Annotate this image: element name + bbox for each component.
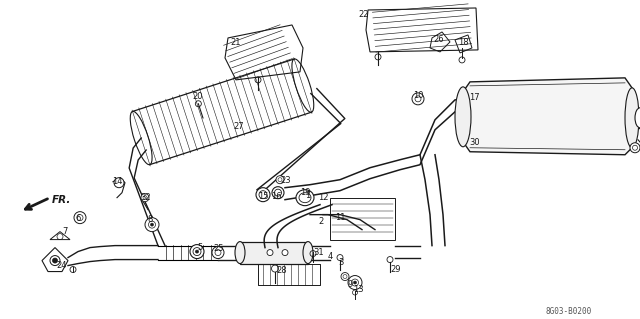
Text: 17: 17 (469, 93, 479, 102)
Circle shape (195, 250, 198, 253)
Text: 21: 21 (230, 38, 241, 48)
Text: 14: 14 (112, 177, 122, 186)
Text: 7: 7 (62, 227, 67, 236)
Ellipse shape (303, 241, 313, 263)
Text: 31: 31 (313, 248, 324, 257)
Circle shape (348, 276, 362, 290)
Text: 13: 13 (353, 285, 364, 294)
Circle shape (282, 249, 288, 256)
Text: 32: 32 (140, 193, 150, 202)
Text: 12: 12 (318, 193, 328, 202)
Ellipse shape (235, 241, 245, 263)
Circle shape (77, 215, 83, 221)
Text: 30: 30 (469, 138, 479, 147)
Circle shape (150, 223, 154, 226)
Bar (240, 241, 308, 263)
Circle shape (353, 281, 356, 284)
Ellipse shape (272, 187, 284, 199)
Text: 6: 6 (75, 214, 81, 223)
Circle shape (74, 211, 86, 224)
Circle shape (212, 247, 224, 259)
Circle shape (52, 258, 58, 263)
Circle shape (141, 194, 149, 202)
Circle shape (114, 178, 124, 188)
Text: 24: 24 (56, 261, 67, 270)
Circle shape (351, 279, 358, 286)
Circle shape (276, 176, 284, 184)
Ellipse shape (635, 108, 640, 128)
Ellipse shape (625, 88, 639, 148)
Text: 16: 16 (271, 192, 282, 201)
Text: 23: 23 (280, 176, 291, 185)
Circle shape (148, 221, 156, 228)
Polygon shape (42, 248, 68, 271)
Text: 27: 27 (233, 122, 244, 131)
Text: 28: 28 (276, 266, 287, 275)
Circle shape (267, 249, 273, 256)
Ellipse shape (256, 188, 270, 202)
Text: 29: 29 (390, 265, 401, 274)
Text: 26: 26 (433, 35, 444, 44)
Circle shape (412, 93, 424, 105)
Ellipse shape (455, 87, 471, 147)
Circle shape (50, 256, 60, 265)
Text: 4: 4 (328, 252, 333, 261)
Circle shape (193, 248, 201, 256)
Circle shape (190, 245, 204, 259)
Text: 8G03-B0200: 8G03-B0200 (545, 308, 591, 316)
Text: 3: 3 (338, 258, 344, 267)
Text: 10: 10 (413, 91, 424, 100)
Text: 2: 2 (318, 217, 323, 226)
Text: 8: 8 (147, 215, 152, 224)
Text: 22: 22 (358, 11, 369, 19)
Ellipse shape (296, 190, 314, 206)
Text: 1: 1 (305, 191, 310, 200)
Text: 11: 11 (335, 213, 346, 222)
Polygon shape (463, 78, 632, 155)
Circle shape (145, 218, 159, 232)
Text: 18: 18 (458, 38, 468, 48)
Text: FR.: FR. (52, 195, 72, 205)
Text: 15: 15 (258, 192, 269, 201)
Circle shape (341, 272, 349, 280)
Text: 19: 19 (300, 188, 310, 197)
Text: 20: 20 (192, 92, 202, 101)
Text: 25: 25 (213, 244, 223, 253)
Circle shape (630, 143, 640, 153)
Text: 5: 5 (197, 243, 202, 252)
Text: 9: 9 (348, 280, 353, 289)
